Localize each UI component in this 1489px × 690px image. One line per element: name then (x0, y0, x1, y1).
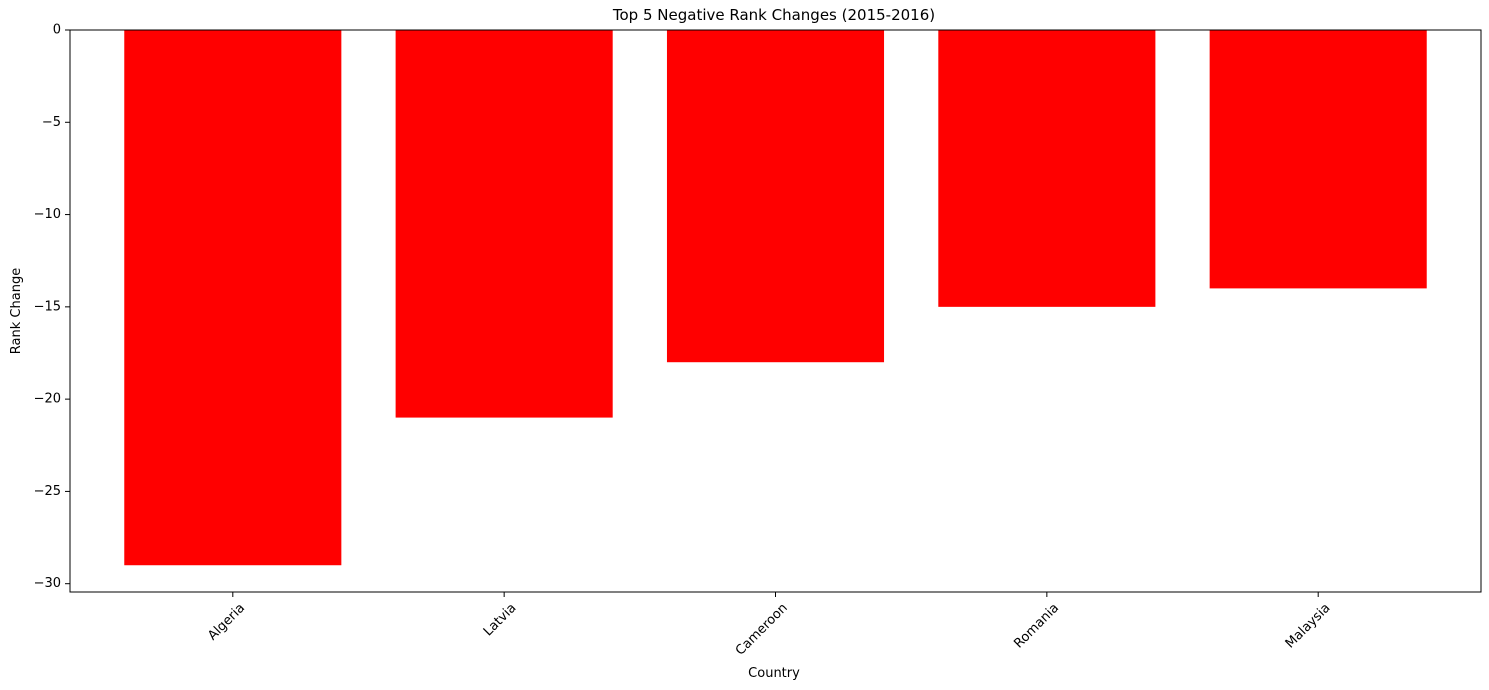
x-tick-label-cameroon: Cameroon (733, 601, 791, 659)
y-tick-label-3: −15 (34, 299, 61, 314)
x-tick-label-romania: Romania (1011, 601, 1062, 652)
x-axis-ticks: Algeria Latvia Cameroon Romania Malaysia (205, 592, 1333, 659)
y-tick-label-1: −5 (42, 115, 61, 130)
y-tick-label-0: 0 (53, 23, 61, 38)
y-tick-label-2: −10 (34, 207, 61, 222)
x-axis-label: Country (748, 666, 800, 681)
y-tick-label-4: −20 (34, 392, 61, 407)
y-tick-label-6: −30 (34, 576, 61, 591)
bars-group (124, 30, 1427, 566)
y-axis-label: Rank Change (9, 268, 24, 354)
bar-latvia (395, 30, 613, 418)
y-tick-label-5: −25 (34, 484, 61, 499)
y-axis-ticks: 0 −5 −10 −15 −20 −25 −30 (34, 23, 70, 591)
x-tick-label-latvia: Latvia (481, 601, 520, 640)
bar-malaysia (1209, 30, 1427, 289)
x-tick-label-malaysia: Malaysia (1283, 601, 1334, 652)
bar-cameroon (666, 30, 885, 363)
x-tick-label-algeria: Algeria (205, 601, 248, 644)
bar-algeria (124, 30, 342, 566)
bar-romania (938, 30, 1156, 307)
plot-frame (69, 29, 1482, 593)
chart-title: Top 5 Negative Rank Changes (2015-2016) (612, 6, 935, 24)
